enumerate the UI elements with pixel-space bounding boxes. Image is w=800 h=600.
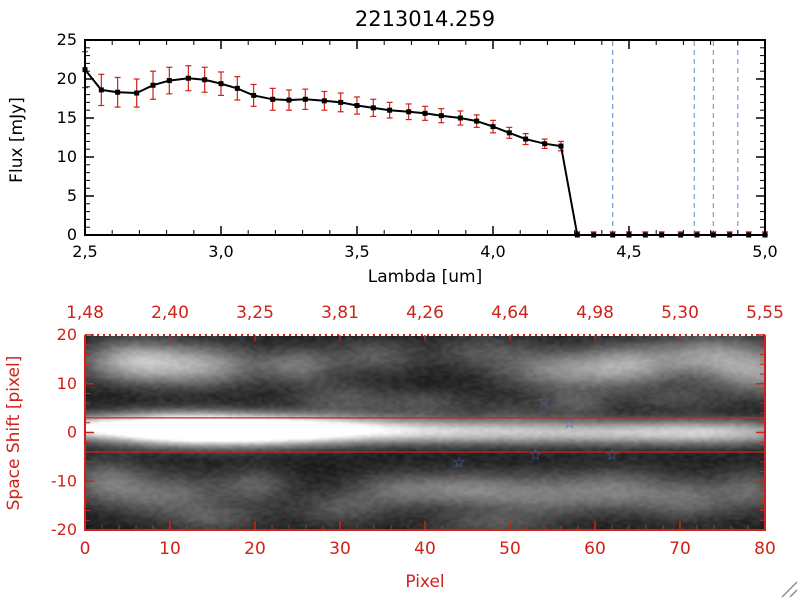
- svg-text:2,5: 2,5: [72, 242, 97, 261]
- svg-text:5,0: 5,0: [752, 242, 777, 261]
- star-marker: ☆: [537, 392, 550, 410]
- svg-text:2,40: 2,40: [151, 303, 189, 323]
- svg-text:3,25: 3,25: [236, 303, 274, 323]
- svg-text:5: 5: [67, 186, 77, 205]
- svg-text:5,30: 5,30: [661, 303, 699, 323]
- svg-text:3,0: 3,0: [208, 242, 233, 261]
- chart-title: 2213014.259: [355, 7, 495, 31]
- star-markers: ☆ ☆ ☆ ☆ ☆: [452, 392, 618, 471]
- svg-text:20: 20: [57, 325, 77, 344]
- top-y-axis-label: Flux [mJy]: [7, 97, 27, 183]
- svg-text:5,55: 5,55: [746, 303, 784, 323]
- svg-text:50: 50: [499, 539, 521, 559]
- svg-text:0: 0: [80, 539, 91, 559]
- bottom-wavelength-axis: 1,48 2,40 3,25 3,81 4,26 4,64 4,98 5,30 5,55: [66, 303, 784, 341]
- svg-text:15: 15: [57, 108, 77, 127]
- svg-text:60: 60: [584, 539, 606, 559]
- svg-text:40: 40: [414, 539, 436, 559]
- bottom-y-axis-label: Space Shift [pixel]: [4, 356, 24, 511]
- svg-text:-20: -20: [51, 520, 77, 539]
- svg-text:0: 0: [67, 423, 77, 442]
- svg-text:20: 20: [244, 539, 266, 559]
- star-marker: ☆: [529, 445, 542, 463]
- svg-text:3,5: 3,5: [344, 242, 369, 261]
- svg-text:0: 0: [67, 225, 77, 244]
- emission-line-vlines: [612, 41, 739, 234]
- bottom-plot-ticks: 0 10 20 30 40 50 60 70 80 -20 -10 0 10 20: [51, 325, 776, 559]
- svg-text:4,26: 4,26: [406, 303, 444, 323]
- svg-text:4,5: 4,5: [616, 242, 641, 261]
- top-x-axis-label: Lambda [um]: [368, 267, 482, 287]
- resize-grip[interactable]: [781, 581, 798, 598]
- svg-text:4,98: 4,98: [576, 303, 614, 323]
- svg-text:-10: -10: [51, 471, 77, 490]
- star-marker: ☆: [563, 414, 576, 432]
- flux-series-line: [84, 68, 765, 236]
- bottom-x-axis-label: Pixel: [405, 572, 444, 592]
- bottom-plot-frame: [84, 334, 766, 531]
- flux-markers: [82, 67, 768, 238]
- svg-text:10: 10: [57, 147, 77, 166]
- svg-text:30: 30: [329, 539, 351, 559]
- spectrogram-image: [86, 336, 764, 529]
- svg-text:1,48: 1,48: [66, 303, 104, 323]
- aperture-lines: [85, 417, 765, 453]
- star-marker: ☆: [605, 445, 618, 463]
- svg-text:10: 10: [57, 374, 77, 393]
- svg-text:4,64: 4,64: [491, 303, 529, 323]
- svg-text:4,0: 4,0: [480, 242, 505, 261]
- svg-text:80: 80: [754, 539, 776, 559]
- svg-text:70: 70: [669, 539, 691, 559]
- top-plot-frame: [84, 39, 766, 236]
- svg-text:3,81: 3,81: [321, 303, 359, 323]
- svg-text:20: 20: [57, 69, 77, 88]
- svg-text:10: 10: [159, 539, 181, 559]
- svg-text:25: 25: [57, 30, 77, 49]
- star-marker: ☆: [452, 453, 465, 471]
- top-plot-ticks: 2,5 3,0 3,5 4,0 4,5 5,0 0 5 10 15 20 25: [57, 30, 778, 261]
